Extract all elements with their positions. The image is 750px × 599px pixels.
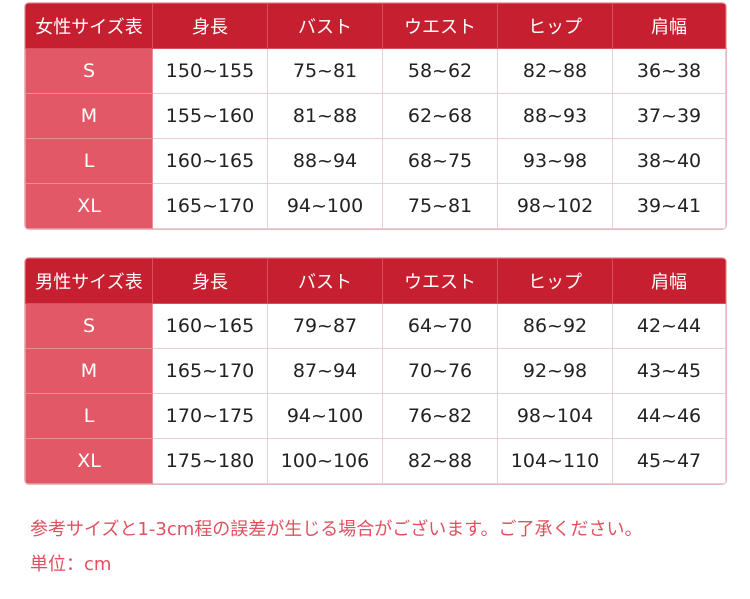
- table-cell: 170~175: [152, 393, 268, 439]
- size-label: S: [25, 48, 153, 94]
- column-header: 肩幅: [612, 258, 726, 304]
- table-cell: 82~88: [497, 48, 613, 94]
- table-cell: 58~62: [382, 48, 498, 94]
- table-cell: 39~41: [612, 183, 726, 229]
- table-cell: 94~100: [267, 183, 383, 229]
- women-size-table: 女性サイズ表 身長 バスト ウエスト ヒップ 肩幅 S 150~155 75~81 58~62 82…: [25, 3, 726, 229]
- table-cell: 44~46: [612, 393, 726, 439]
- size-label: M: [25, 93, 153, 139]
- table-cell: 62~68: [382, 93, 498, 139]
- column-header: 肩幅: [612, 3, 726, 49]
- table-row: S 160~165 79~87 64~70 86~92 42~44: [25, 303, 726, 349]
- table-cell: 93~98: [497, 138, 613, 184]
- table-cell: 88~93: [497, 93, 613, 139]
- column-header: ヒップ: [497, 258, 613, 304]
- table-cell: 68~75: [382, 138, 498, 184]
- table-cell: 81~88: [267, 93, 383, 139]
- column-header: ウエスト: [382, 258, 498, 304]
- table-cell: 64~70: [382, 303, 498, 349]
- table-cell: 70~76: [382, 348, 498, 394]
- header-row: 男性サイズ表 身長 バスト ウエスト ヒップ 肩幅: [25, 258, 726, 304]
- table-cell: 165~170: [152, 183, 268, 229]
- table-row: XL 175~180 100~106 82~88 104~110 45~47: [25, 438, 726, 484]
- table-cell: 75~81: [267, 48, 383, 94]
- table-cell: 160~165: [152, 303, 268, 349]
- disclaimer-note: 参考サイズと1-3cm程の誤差が生じる場合がございます。ご了承ください。: [30, 519, 643, 540]
- unit-note: 単位：cm: [30, 554, 112, 575]
- table-cell: 165~170: [152, 348, 268, 394]
- size-label: XL: [25, 183, 153, 229]
- table-cell: 94~100: [267, 393, 383, 439]
- header-row: 女性サイズ表 身長 バスト ウエスト ヒップ 肩幅: [25, 3, 726, 49]
- table-cell: 79~87: [267, 303, 383, 349]
- table-cell: 175~180: [152, 438, 268, 484]
- table-cell: 82~88: [382, 438, 498, 484]
- men-size-table: 男性サイズ表 身長 バスト ウエスト ヒップ 肩幅 S 160~165 79~87 64~70 86…: [25, 258, 726, 484]
- table-cell: 88~94: [267, 138, 383, 184]
- table-cell: 75~81: [382, 183, 498, 229]
- table-row: L 170~175 94~100 76~82 98~104 44~46: [25, 393, 726, 439]
- table-cell: 104~110: [497, 438, 613, 484]
- column-header: バスト: [267, 3, 383, 49]
- table-cell: 86~92: [497, 303, 613, 349]
- table-cell: 37~39: [612, 93, 726, 139]
- table-cell: 160~165: [152, 138, 268, 184]
- table-row: S 150~155 75~81 58~62 82~88 36~38: [25, 48, 726, 94]
- table-title: 男性サイズ表: [25, 258, 153, 304]
- table-cell: 100~106: [267, 438, 383, 484]
- table-cell: 43~45: [612, 348, 726, 394]
- size-label: L: [25, 393, 153, 439]
- table-cell: 150~155: [152, 48, 268, 94]
- table-cell: 87~94: [267, 348, 383, 394]
- table-cell: 45~47: [612, 438, 726, 484]
- table-row: L 160~165 88~94 68~75 93~98 38~40: [25, 138, 726, 184]
- size-label: M: [25, 348, 153, 394]
- table-cell: 36~38: [612, 48, 726, 94]
- table-cell: 98~102: [497, 183, 613, 229]
- column-header: 身長: [152, 258, 268, 304]
- table-cell: 76~82: [382, 393, 498, 439]
- size-label: S: [25, 303, 153, 349]
- table-row: M 165~170 87~94 70~76 92~98 43~45: [25, 348, 726, 394]
- table-cell: 42~44: [612, 303, 726, 349]
- table-title: 女性サイズ表: [25, 3, 153, 49]
- table-row: XL 165~170 94~100 75~81 98~102 39~41: [25, 183, 726, 229]
- table-cell: 92~98: [497, 348, 613, 394]
- table-cell: 155~160: [152, 93, 268, 139]
- column-header: 身長: [152, 3, 268, 49]
- table-cell: 38~40: [612, 138, 726, 184]
- column-header: ヒップ: [497, 3, 613, 49]
- table-cell: 98~104: [497, 393, 613, 439]
- column-header: ウエスト: [382, 3, 498, 49]
- column-header: バスト: [267, 258, 383, 304]
- table-row: M 155~160 81~88 62~68 88~93 37~39: [25, 93, 726, 139]
- size-label: XL: [25, 438, 153, 484]
- size-label: L: [25, 138, 153, 184]
